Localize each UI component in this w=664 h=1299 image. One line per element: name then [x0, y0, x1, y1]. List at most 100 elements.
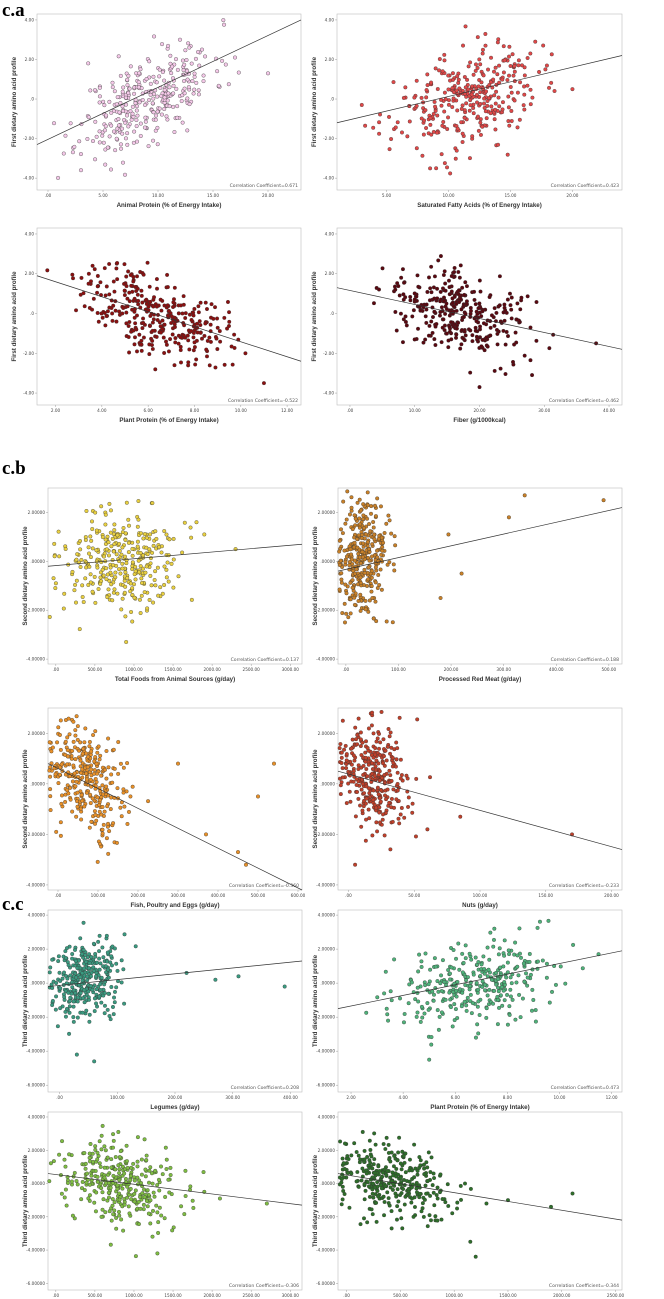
data-point: [163, 1145, 168, 1150]
data-point: [57, 970, 62, 975]
data-point: [341, 1161, 346, 1166]
x-tick-label: 3000.00: [282, 1293, 300, 1298]
data-point: [174, 86, 179, 91]
data-point: [342, 601, 347, 606]
y-axis-label: Third dietary amino acid profile: [22, 1154, 29, 1247]
data-point: [100, 1190, 105, 1195]
data-point: [353, 523, 358, 528]
data-point: [98, 280, 103, 285]
data-point: [339, 580, 344, 585]
x-tick-label: 8.00: [503, 1095, 513, 1100]
data-point: [388, 1175, 393, 1180]
data-point: [382, 833, 387, 838]
data-point: [153, 128, 158, 133]
data-point: [353, 516, 358, 521]
data-point: [115, 533, 120, 538]
data-point: [383, 1184, 388, 1189]
data-point: [200, 47, 204, 52]
data-point: [75, 790, 80, 795]
data-point: [164, 1157, 169, 1162]
data-point: [497, 104, 502, 109]
data-point: [446, 1204, 451, 1208]
data-point: [508, 303, 513, 308]
data-point: [420, 153, 425, 158]
data-point: [398, 1208, 403, 1213]
x-tick-label: 5.00: [382, 193, 392, 198]
y-tick-label: 2.00000: [28, 947, 46, 952]
data-point: [390, 819, 395, 824]
data-point: [478, 117, 483, 122]
data-point: [382, 772, 387, 777]
data-point: [135, 524, 140, 529]
data-point: [431, 285, 436, 290]
x-axis-label: Plant Protein (% of Energy Intake): [119, 417, 218, 424]
data-point: [80, 1186, 84, 1191]
data-point: [78, 991, 83, 996]
data-point: [167, 104, 172, 109]
data-point: [367, 1194, 372, 1199]
data-point: [126, 1204, 131, 1209]
data-point: [83, 1166, 88, 1171]
data-point: [136, 1222, 141, 1227]
data-point: [89, 538, 94, 543]
data-point: [360, 808, 365, 813]
data-point: [399, 275, 404, 280]
data-point: [109, 772, 114, 777]
data-point: [207, 363, 212, 368]
data-point: [182, 520, 187, 525]
data-point: [477, 278, 482, 283]
data-point: [482, 96, 487, 101]
data-point: [442, 299, 447, 304]
data-point: [354, 783, 359, 787]
data-point: [416, 969, 421, 974]
data-point: [436, 989, 441, 994]
y-tick-label: .00000: [30, 1181, 45, 1186]
data-point: [98, 753, 103, 758]
data-point: [502, 305, 507, 310]
data-point: [353, 571, 357, 576]
y-tick-label: .0: [30, 311, 34, 316]
data-point: [48, 794, 53, 799]
data-point: [103, 124, 108, 129]
data-point: [169, 314, 174, 319]
data-point: [425, 1224, 430, 1229]
data-point: [478, 974, 483, 978]
data-point: [486, 967, 491, 972]
data-point: [135, 113, 140, 118]
data-point: [473, 62, 478, 67]
plot-frame: [36, 227, 302, 406]
data-point: [447, 285, 452, 290]
x-tick-label: 4.00: [398, 1095, 408, 1100]
data-point: [384, 1172, 389, 1177]
data-point: [340, 1197, 345, 1202]
data-point: [103, 522, 108, 527]
data-point: [553, 982, 558, 987]
data-point: [438, 299, 443, 304]
data-point: [168, 337, 173, 342]
data-point: [56, 725, 61, 730]
data-point: [146, 144, 151, 149]
x-axis-label: Saturated Fatty Acids (% of Energy Intak…: [417, 202, 542, 209]
data-point: [522, 92, 527, 97]
data-point: [179, 1204, 184, 1209]
data-point: [380, 1170, 385, 1175]
data-point: [150, 338, 155, 343]
data-point: [111, 821, 116, 826]
data-point: [48, 774, 53, 779]
data-point: [475, 100, 479, 105]
data-point: [116, 1163, 121, 1168]
data-point: [440, 69, 445, 74]
data-point: [196, 92, 201, 97]
data-point: [375, 995, 380, 1000]
data-point: [341, 1188, 346, 1193]
y-tick-label: -4.00: [323, 391, 334, 396]
fit-line: [336, 287, 623, 350]
data-point: [118, 73, 123, 78]
data-point: [535, 959, 540, 964]
data-point: [404, 773, 409, 778]
data-point: [407, 119, 412, 124]
data-point: [68, 973, 73, 978]
data-point: [158, 585, 163, 590]
data-point: [371, 797, 376, 802]
data-point: [135, 292, 140, 297]
